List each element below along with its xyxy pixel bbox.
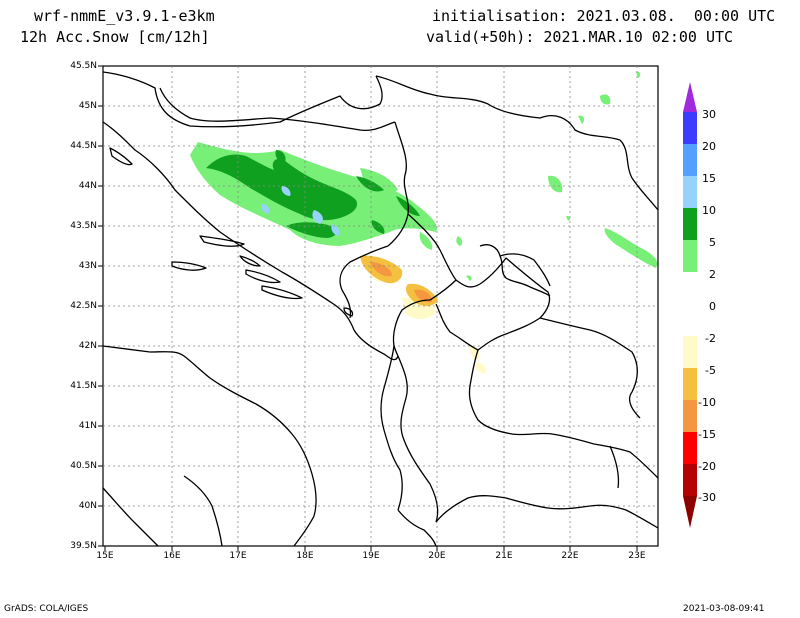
colorbar-swatch bbox=[683, 272, 697, 336]
model-title: wrf-nmmE_v3.9.1-e3km bbox=[34, 7, 215, 25]
lat-label: 40.5N bbox=[70, 461, 97, 471]
lon-label: 15E bbox=[96, 551, 114, 561]
colorbar-label: -10 bbox=[698, 396, 716, 409]
lat-label: 41.5N bbox=[70, 381, 97, 391]
lat-label: 42N bbox=[78, 341, 97, 351]
colorbar bbox=[683, 82, 697, 528]
lat-label: 44.5N bbox=[70, 141, 97, 151]
colorbar-swatch bbox=[683, 400, 697, 432]
lat-label: 42.5N bbox=[70, 301, 97, 311]
colorbar-swatch bbox=[683, 240, 697, 272]
coastlines-borders bbox=[102, 71, 659, 547]
field-title: 12h Acc.Snow [cm/12h] bbox=[20, 28, 210, 46]
colorbar-swatch bbox=[683, 336, 697, 368]
colorbar-label: 20 bbox=[702, 140, 716, 153]
lat-label: 40N bbox=[78, 501, 97, 511]
colorbar-label: 30 bbox=[702, 108, 716, 121]
graticule bbox=[103, 66, 658, 546]
colorbar-swatch bbox=[683, 112, 697, 144]
lon-label: 18E bbox=[296, 551, 314, 561]
colorbar-swatch bbox=[683, 464, 697, 496]
init-time: initialisation: 2021.03.08. 00:00 UTC bbox=[432, 7, 776, 25]
lon-label: 20E bbox=[428, 551, 446, 561]
lat-label: 44N bbox=[78, 181, 97, 191]
footer-timestamp: 2021-03-08-09:41 bbox=[683, 604, 765, 614]
lon-label: 22E bbox=[561, 551, 579, 561]
lat-label: 43.5N bbox=[70, 221, 97, 231]
lon-label: 16E bbox=[163, 551, 181, 561]
colorbar-swatch bbox=[683, 144, 697, 176]
lat-label: 41N bbox=[78, 421, 97, 431]
colorbar-swatch bbox=[683, 176, 697, 208]
lon-label: 17E bbox=[229, 551, 247, 561]
lat-label: 45.5N bbox=[70, 61, 97, 71]
colorbar-label: 10 bbox=[702, 204, 716, 217]
colorbar-swatch bbox=[683, 208, 697, 240]
footer-credit: GrADS: COLA/IGES bbox=[4, 604, 89, 614]
colorbar-label: -2 bbox=[705, 332, 716, 345]
colorbar-label: -5 bbox=[705, 364, 716, 377]
colorbar-bottom-arrow bbox=[683, 496, 697, 528]
lat-label: 39.5N bbox=[70, 541, 97, 551]
lon-label: 19E bbox=[362, 551, 380, 561]
lon-label: 23E bbox=[628, 551, 646, 561]
colorbar-label: -30 bbox=[698, 491, 716, 504]
lon-label: 21E bbox=[495, 551, 513, 561]
lat-label: 45N bbox=[78, 101, 97, 111]
colorbar-swatch bbox=[683, 368, 697, 400]
colorbar-label: -20 bbox=[698, 460, 716, 473]
axis-ticks bbox=[98, 65, 638, 551]
snow-accumulation-shading bbox=[190, 71, 658, 374]
colorbar-swatch bbox=[683, 432, 697, 464]
colorbar-label: -15 bbox=[698, 428, 716, 441]
colorbar-label: 5 bbox=[709, 236, 716, 249]
colorbar-label: 15 bbox=[702, 172, 716, 185]
valid-time: valid(+50h): 2021.MAR.10 02:00 UTC bbox=[426, 28, 734, 46]
colorbar-label: 0 bbox=[709, 300, 716, 313]
lat-label: 43N bbox=[78, 261, 97, 271]
colorbar-top-arrow bbox=[683, 82, 697, 112]
colorbar-label: 2 bbox=[709, 268, 716, 281]
